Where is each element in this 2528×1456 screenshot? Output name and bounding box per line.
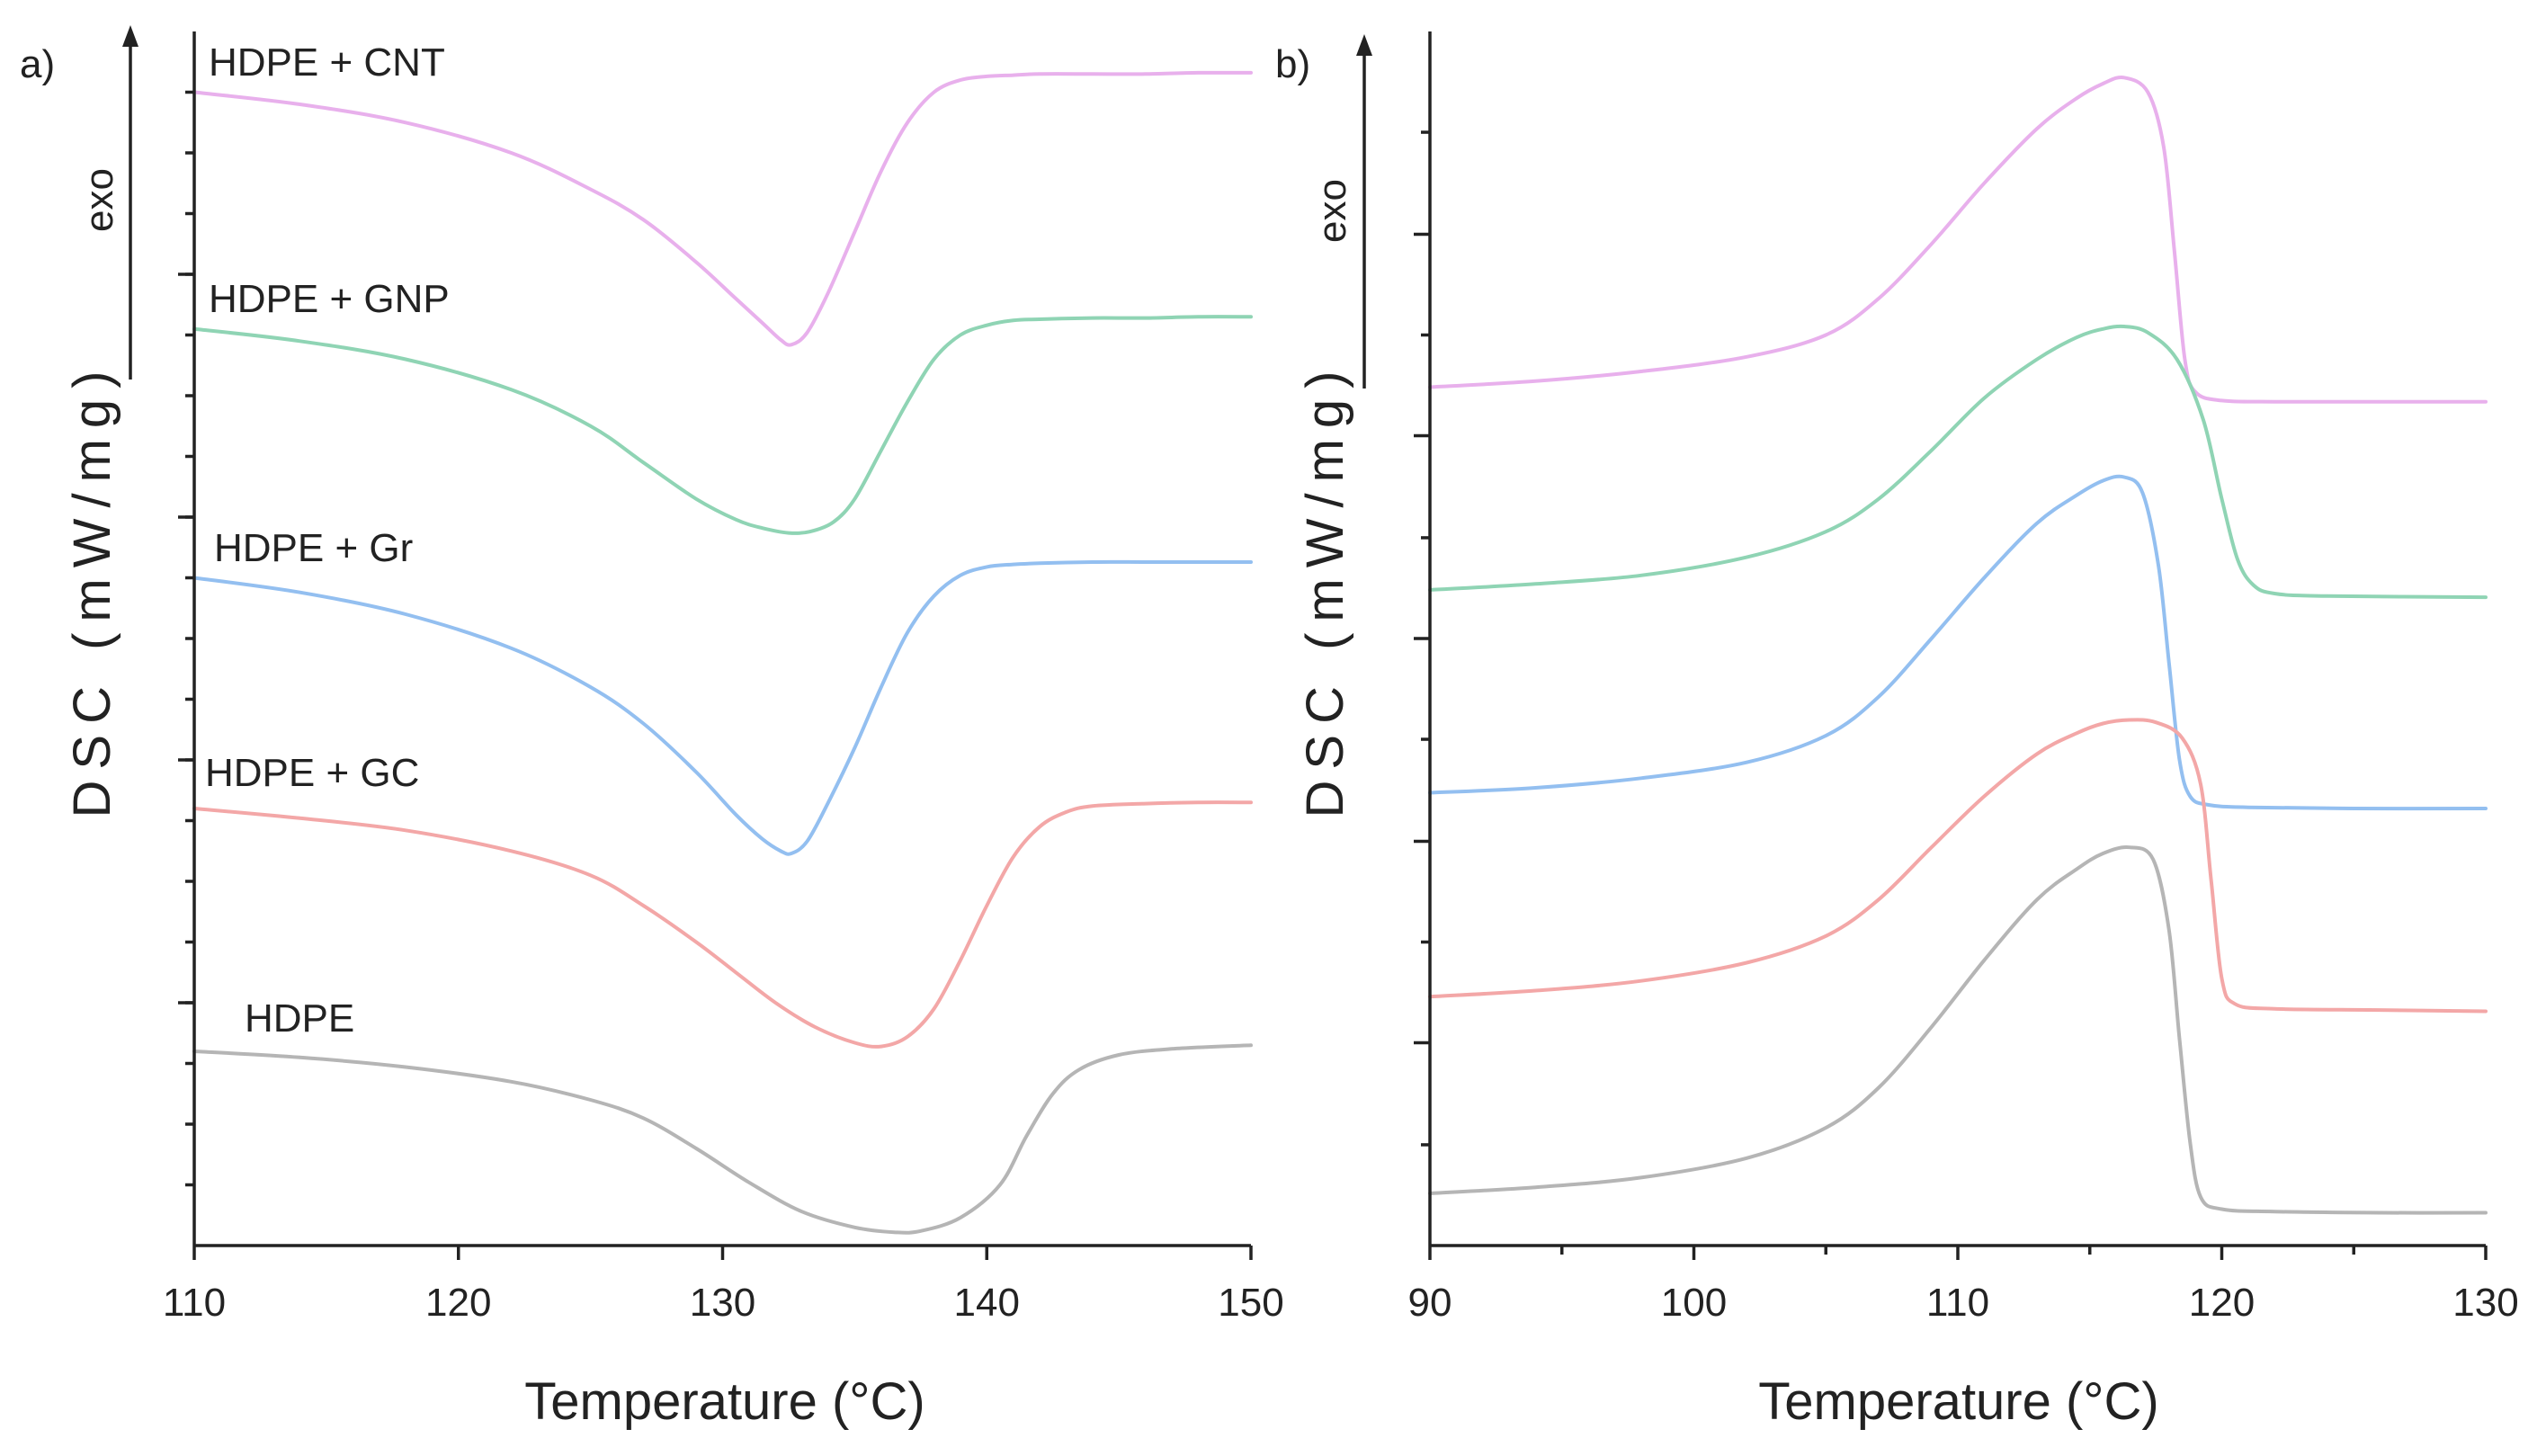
panel-a-label: a) [20, 42, 55, 86]
panel-a-series-label-hdpe-gc: HDPE + GC [205, 751, 419, 795]
panel-b-curves [1428, 75, 2488, 1215]
panel-b-x-tick-label: 90 [1408, 1281, 1452, 1325]
panel-b-series-hdpe-cnt-line [1428, 75, 2488, 404]
panel-b-series-hdpe-gr-line [1428, 474, 2488, 811]
panel-a-y-axis-label: DSC (mW/mg) [63, 361, 121, 818]
panel-a-series-label-hdpe-gr: HDPE + Gr [214, 526, 413, 570]
panel-a-series-label-hdpe-cnt: HDPE + CNT [209, 40, 445, 85]
panel-b-x-axis-label: Temperature (°C) [1758, 1372, 2158, 1431]
panel-a-curves [192, 70, 1253, 1235]
panel-a-exo-arrow [122, 25, 138, 380]
panel-b-series-hdpe-line [1428, 845, 2488, 1215]
panel-b-series-hdpe-gnp-line [1428, 324, 2488, 600]
panel-b-exo-arrow [1356, 34, 1372, 389]
panel-a-x-tick-label: 110 [163, 1281, 226, 1325]
panel-a-series-labels: HDPE + CNT HDPE + GNP HDPE + Gr HDPE + GC HD… [205, 40, 450, 1041]
panel-a: a) exo DSC (mW/mg) 110 120 130 140 150 HDPE … [20, 25, 1284, 1431]
panel-b-x-tick-label: 100 [1661, 1281, 1727, 1325]
panel-b-y-axis-label: DSC (mW/mg) [1296, 361, 1354, 818]
panel-b-series-hdpe-gc-line [1428, 718, 2488, 1014]
panel-a-series-hdpe-line [192, 1043, 1253, 1235]
panel-a-series-label-hdpe-gnp: HDPE + GNP [209, 277, 450, 321]
panel-a-x-tick-label: 150 [1218, 1281, 1283, 1325]
panel-b-label: b) [1275, 42, 1310, 86]
panel-a-series-hdpe-gnp-line [192, 315, 1253, 535]
panel-b: b) exo DSC (mW/mg) 90 100 110 120 130 Temper… [1275, 31, 2519, 1431]
panel-a-series-hdpe-gc-line [192, 800, 1253, 1049]
panel-a-exo-arrowhead-icon [122, 25, 138, 47]
panel-b-exo-arrowhead-icon [1356, 34, 1372, 56]
panel-b-exo-label: exo [1310, 179, 1354, 243]
panel-a-x-tick-label: 140 [954, 1281, 1020, 1325]
panel-a-x-tick-label: 130 [690, 1281, 755, 1325]
panel-a-series-hdpe-gr-line [192, 559, 1253, 856]
panel-a-axes: 110 120 130 140 150 [163, 31, 1284, 1325]
panel-b-x-tick-label: 120 [2189, 1281, 2255, 1325]
panel-a-x-axis-label: Temperature (°C) [524, 1372, 925, 1431]
panel-a-series-label-hdpe: HDPE [245, 996, 354, 1041]
panel-b-axes: 90 100 110 120 130 [1408, 31, 2519, 1325]
panel-b-x-tick-label: 110 [1926, 1281, 1989, 1325]
panel-a-series-hdpe-cnt-line [192, 70, 1253, 347]
panel-a-x-tick-label: 120 [425, 1281, 491, 1325]
panel-b-x-tick-label: 130 [2452, 1281, 2518, 1325]
panel-a-exo-label: exo [77, 168, 121, 232]
